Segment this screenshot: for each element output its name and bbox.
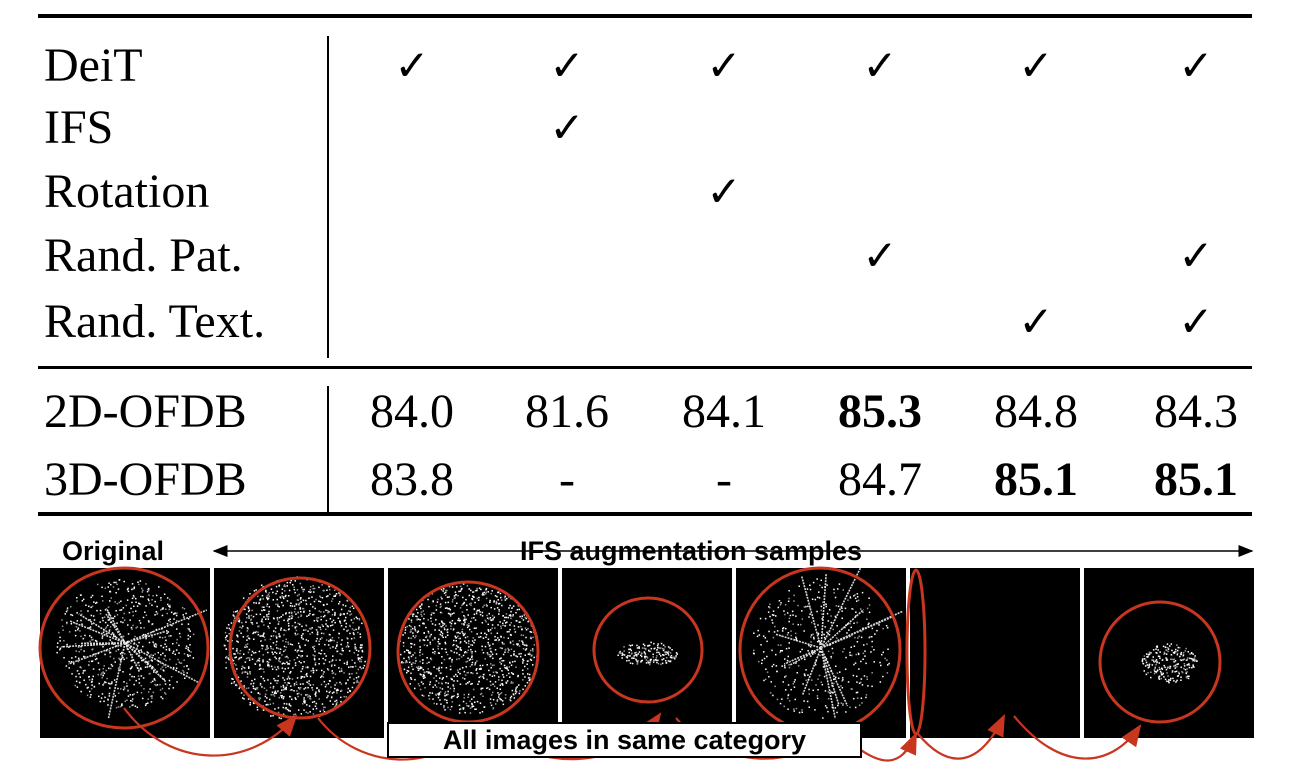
category-caption: All images in same category [387,722,862,758]
method-label: Rand. Pat. [44,229,243,282]
method-label: IFS [44,101,114,154]
link-arrow [123,707,298,757]
check-mark: ✓ [706,41,742,90]
method-label: Rand. Text. [44,295,266,348]
result-value: - [559,453,575,506]
result-value: 85.1 [1154,453,1238,506]
sample-aug-6 [1084,568,1254,738]
result-value: 81.6 [525,385,609,438]
check-mark: ✓ [862,231,898,280]
highlight-circle [738,566,902,734]
table-mid-rule [38,366,1252,369]
result-value: - [716,453,732,506]
check-mark: ✓ [862,41,898,90]
sample-aug-5 [910,568,1080,738]
result-value: 84.3 [1154,385,1238,438]
table-top-rule [38,14,1252,18]
sample-aug-3 [562,568,732,738]
highlight-circle [592,596,704,704]
result-value: 85.3 [838,385,922,438]
original-label: Original [62,536,165,566]
result-value: 83.8 [370,453,454,506]
check-mark: ✓ [394,41,430,90]
result-value: 84.8 [994,385,1078,438]
highlight-circle [1098,600,1222,724]
check-mark: ✓ [549,103,585,152]
check-mark: ✓ [1018,41,1054,90]
check-mark: ✓ [1178,41,1214,90]
sample-aug-4 [736,568,906,738]
check-mark: ✓ [1018,297,1054,346]
sample-aug-1 [214,568,384,738]
method-label: Rotation [44,165,210,218]
check-mark: ✓ [1178,297,1214,346]
table-header-vline [327,36,329,358]
result-value: 84.0 [370,385,454,438]
highlight-circle [228,576,372,720]
dataset-label: 3D-OFDB [44,453,247,506]
highlight-circle [905,568,927,736]
check-mark: ✓ [549,41,585,90]
sample-aug-2 [388,568,558,738]
result-value: 84.7 [838,453,922,506]
method-label: DeiT [44,39,143,92]
result-value: 84.1 [682,385,766,438]
highlight-circle [396,580,540,724]
check-mark: ✓ [1178,231,1214,280]
result-value: 85.1 [994,453,1078,506]
highlight-circle [38,566,210,730]
check-mark: ✓ [706,167,742,216]
table-bottom-rule [38,512,1252,516]
table-results-vline [327,386,329,512]
link-arrow [917,714,1005,760]
dataset-label: 2D-OFDB [44,385,247,438]
link-arrow [1013,715,1142,760]
